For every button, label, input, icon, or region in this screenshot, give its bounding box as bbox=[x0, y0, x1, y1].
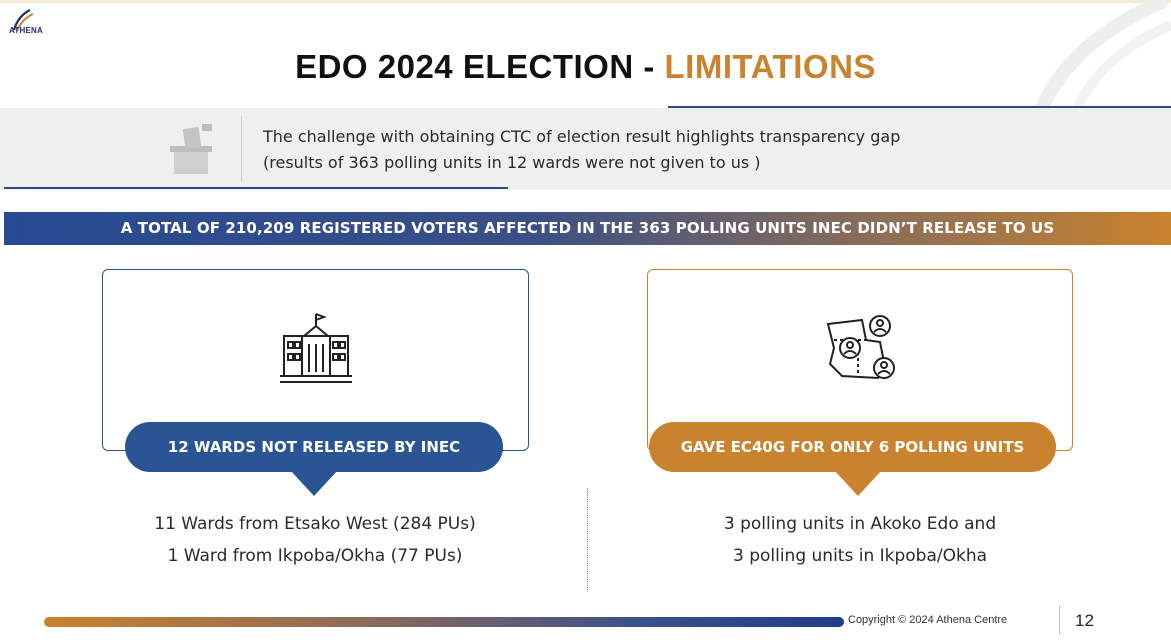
title-main: EDO 2024 ELECTION - bbox=[295, 48, 665, 85]
top-rule bbox=[0, 0, 1171, 3]
map-people-icon bbox=[826, 315, 895, 380]
center-divider bbox=[587, 488, 588, 592]
athena-logo bbox=[8, 6, 64, 50]
logo-mark-icon bbox=[12, 9, 34, 32]
challenge-text: The challenge with obtaining CTC of elec… bbox=[263, 124, 900, 176]
band-underline bbox=[4, 187, 508, 189]
polling-units-detail-2: 3 polling units in Ikpoba/Okha bbox=[732, 546, 988, 566]
polling-units-pointer bbox=[834, 470, 882, 496]
wards-card bbox=[102, 269, 529, 451]
wards-details: 11 Wards from Etsako West (284 PUs) 1 Wa… bbox=[100, 508, 530, 572]
decorative-swoosh bbox=[1034, 0, 1171, 113]
page-title: EDO 2024 ELECTION - LIMITATIONS bbox=[0, 48, 1171, 86]
polling-units-detail-1: 3 polling units in Akoko Edo and bbox=[723, 514, 997, 534]
band-divider bbox=[241, 116, 242, 182]
wards-detail-2: 1 Ward from Ikpoba/Okha (77 PUs) bbox=[167, 546, 463, 566]
ballot-box-icon bbox=[170, 124, 212, 174]
government-building-icon bbox=[279, 313, 352, 383]
challenge-line-2: (results of 363 polling units in 12 ward… bbox=[263, 153, 761, 172]
wards-detail-1: 11 Wards from Etsako West (284 PUs) bbox=[154, 514, 476, 534]
logo-text: ATHENA bbox=[9, 26, 43, 35]
wards-pointer bbox=[290, 470, 338, 496]
wards-label: 12 WARDS NOT RELEASED BY INEC bbox=[125, 422, 503, 472]
title-accent: LIMITATIONS bbox=[664, 48, 876, 85]
polling-units-details: 3 polling units in Akoko Edo and 3 polli… bbox=[645, 508, 1075, 572]
copyright: Copyright © 2024 Athena Centre bbox=[848, 614, 1008, 626]
footer-bar bbox=[44, 617, 844, 627]
challenge-line-1: The challenge with obtaining CTC of elec… bbox=[263, 127, 901, 146]
page-number: 12 bbox=[1075, 611, 1094, 630]
title-rule bbox=[668, 106, 1171, 108]
voters-banner: A TOTAL OF 210,209 REGISTERED VOTERS AFF… bbox=[4, 212, 1171, 245]
polling-units-label: GAVE EC40G FOR ONLY 6 POLLING UNITS bbox=[649, 422, 1056, 472]
page-separator bbox=[1059, 606, 1060, 634]
